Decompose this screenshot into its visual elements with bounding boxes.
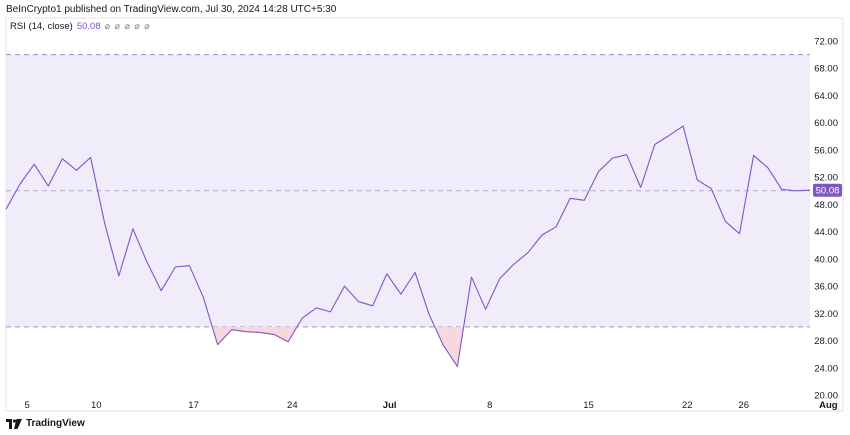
y-tick-label: 52.00: [814, 173, 838, 184]
current-value-badge: [813, 183, 842, 197]
x-tick-label: 24: [287, 400, 298, 411]
footer-branding: TradingView: [6, 418, 85, 429]
oversold-fill-segment: [231, 326, 246, 332]
tradingview-logo-icon: [6, 418, 22, 429]
y-tick-label: 60.00: [814, 118, 838, 129]
x-tick-label: 8: [487, 400, 492, 411]
x-tick-label: 22: [682, 400, 693, 411]
oversold-fill-segment: [274, 326, 289, 342]
y-tick-label: 32.00: [814, 309, 838, 320]
x-tick-label: 15: [583, 400, 594, 411]
y-tick-label: 40.00: [814, 254, 838, 265]
y-tick-label: 68.00: [814, 64, 838, 75]
footer-brand-name: TradingView: [26, 418, 85, 429]
oversold-fill-segment: [443, 326, 458, 367]
publish-info: BeInCrypto1 published on TradingView.com…: [6, 4, 337, 15]
indicator-legend: RSI (14, close) 50.08 ⌀ ⌀ ⌀ ⌀ ⌀: [10, 21, 151, 32]
y-tick-label: 44.00: [814, 227, 838, 238]
indicator-title[interactable]: RSI (14, close): [10, 21, 73, 32]
y-tick-label: 72.00: [814, 37, 838, 48]
legend-settings-icons[interactable]: ⌀ ⌀ ⌀ ⌀ ⌀: [104, 21, 151, 31]
x-tick-label: 10: [91, 400, 102, 411]
y-tick-label: 56.00: [814, 145, 838, 156]
indicator-value: 50.08: [76, 21, 101, 32]
x-tick-label: Aug: [819, 400, 838, 411]
x-tick-label: Jul: [383, 400, 397, 411]
y-tick-label: 64.00: [814, 91, 838, 102]
rsi-line: [5, 125, 811, 367]
x-tick-label: 26: [738, 400, 749, 411]
y-tick-label: 36.00: [814, 282, 838, 293]
y-tick-label: 20.00: [814, 391, 838, 402]
y-tick-label: 28.00: [814, 336, 838, 347]
y-tick-label: 48.00: [814, 200, 838, 211]
y-tick-label: 24.00: [814, 363, 838, 374]
current-value-label: 50.08: [816, 186, 840, 197]
x-tick-label: 17: [188, 400, 199, 411]
x-tick-label: 5: [25, 400, 30, 411]
oversold-fill-segment: [245, 326, 260, 333]
